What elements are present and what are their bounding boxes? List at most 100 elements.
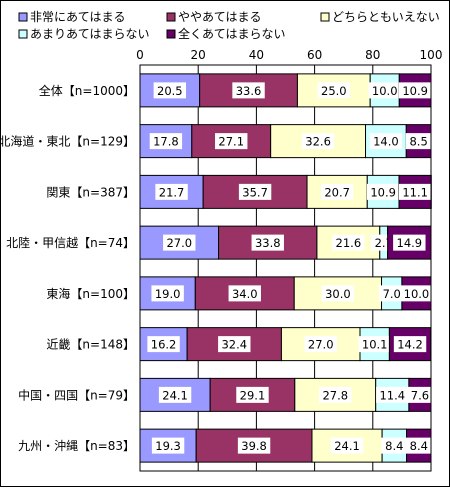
data-label-background [236, 386, 269, 403]
data-label-background [332, 234, 365, 251]
data-label: 27.0 [166, 236, 192, 250]
category-label: 北陸・甲信越【n=74】 [6, 236, 135, 250]
data-label-background [147, 336, 180, 353]
data-label-background [151, 437, 185, 454]
data-label: 27.0 [308, 338, 334, 352]
legend-swatch [166, 29, 176, 39]
data-label-background [400, 285, 433, 302]
data-label-background [405, 437, 432, 454]
data-label: 20.5 [157, 84, 183, 98]
category-label: 近畿【n=148】 [46, 338, 135, 352]
data-label-background [398, 183, 432, 200]
data-label-background [304, 336, 337, 353]
category-label: 全体【n=1000】 [39, 83, 135, 98]
data-label-background [393, 336, 427, 353]
data-label: 8.5 [409, 135, 427, 149]
data-label-background [407, 386, 433, 403]
data-label-background [163, 234, 196, 251]
data-label: 14.0 [373, 135, 399, 149]
data-label: 39.8 [241, 439, 267, 453]
data-label: 10.0 [404, 287, 430, 301]
data-label: 10.9 [402, 84, 428, 98]
legend-label: 全くあてはまらない [178, 26, 286, 41]
category-label: 東海【n=100】 [46, 286, 135, 301]
data-label: 19.3 [155, 439, 181, 453]
data-label-background [369, 133, 403, 150]
data-label: 35.7 [242, 185, 268, 199]
data-label-background [381, 437, 408, 454]
data-label-background [393, 234, 426, 251]
x-tick-label: 60 [307, 48, 322, 62]
data-label-background [155, 183, 188, 200]
data-label: 21.7 [159, 185, 185, 199]
bar-segment [195, 428, 313, 463]
category-label: 九州・沖縄【n=83】 [18, 438, 135, 453]
data-label: 16.2 [151, 338, 177, 352]
x-tick-label: 40 [249, 48, 264, 62]
legend-label: 非常にあてはまる [30, 10, 126, 24]
data-label-background [321, 285, 355, 302]
data-label-background [232, 82, 265, 99]
data-label: 29.1 [240, 388, 266, 402]
data-label: 27.8 [322, 388, 348, 402]
legend-swatch [18, 12, 28, 22]
data-label-background [405, 133, 432, 150]
data-label: 27.1 [218, 135, 244, 149]
data-label-background [378, 285, 405, 302]
data-label-background [398, 82, 432, 99]
data-label-background [149, 133, 183, 150]
legend-swatch [166, 12, 176, 22]
data-label: 24.1 [162, 388, 188, 402]
data-label: 8.4 [385, 439, 403, 453]
x-tick-label: 0 [136, 48, 144, 62]
data-label-background [330, 437, 364, 454]
data-label-background [251, 234, 284, 251]
data-label-background [151, 285, 184, 302]
data-label: 20.7 [324, 185, 350, 199]
bar-segment [294, 377, 377, 412]
data-label: 17.8 [153, 135, 179, 149]
data-label-background [358, 336, 391, 353]
legend-swatch [18, 29, 28, 39]
data-label: 32.6 [305, 135, 331, 149]
data-label: 7.6 [411, 388, 429, 402]
data-label-background [228, 285, 261, 302]
data-label: 11.4 [379, 388, 405, 402]
legend-label: ややあてはまる [178, 10, 262, 24]
data-label: 24.1 [334, 439, 360, 453]
data-label: 10.9 [370, 185, 396, 199]
category-label: 北海道・東北【n=129】 [1, 134, 135, 149]
data-label: 21.6 [336, 236, 362, 250]
category-label: 関東【n=387】 [46, 185, 135, 199]
data-label-background [376, 386, 409, 403]
data-label-background [158, 386, 192, 403]
data-label: 8.4 [410, 439, 428, 453]
data-label: 34.0 [232, 287, 258, 301]
x-tick-label: 100 [420, 48, 443, 62]
data-label: 32.4 [221, 338, 247, 352]
data-label: 30.0 [325, 287, 351, 301]
data-label: 11.1 [402, 185, 428, 199]
data-label-background [317, 82, 351, 99]
data-label-background [238, 183, 272, 200]
data-label: 14.9 [397, 236, 423, 250]
data-label-background [366, 183, 400, 200]
data-label: 25.0 [321, 84, 347, 98]
legend-swatch [320, 12, 330, 22]
data-label-background [368, 82, 401, 99]
x-tick-label: 20 [191, 48, 206, 62]
data-label-background [215, 133, 248, 150]
data-label-background [237, 437, 271, 454]
legend-label: あまりあてはまらない [30, 27, 150, 41]
data-label-background [320, 183, 354, 200]
data-label: 33.6 [236, 84, 262, 98]
data-label-background [153, 82, 187, 99]
x-tick-label: 80 [365, 48, 380, 62]
data-label: 7.0 [383, 287, 401, 301]
category-label: 中国・四国【n=79】 [18, 387, 135, 402]
legend-label: どちらともいえない [332, 10, 440, 24]
data-label-background [301, 133, 335, 150]
data-label: 14.2 [397, 338, 423, 352]
